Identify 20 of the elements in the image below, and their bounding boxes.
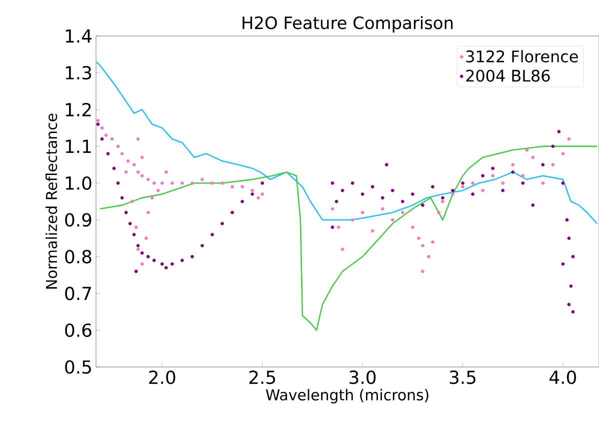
y-tick-label: 0.6 <box>65 323 92 337</box>
x-tick-label: 2.5 <box>249 370 276 384</box>
y-tick-label: 0.7 <box>65 286 91 300</box>
y-tick-label: 0.5 <box>65 360 91 374</box>
y-axis-title: Normalized Reflectance <box>46 114 58 289</box>
y-tick-label: 1.2 <box>66 102 91 116</box>
x-tick-label: 3.5 <box>450 370 476 384</box>
legend-label: 2004 BL86 <box>466 70 550 82</box>
y-tick-label: 1.3 <box>66 66 92 80</box>
y-tick-label: 0.8 <box>65 250 92 264</box>
y-tick-label: 1.4 <box>66 29 92 43</box>
y-tick-label: 1.0 <box>66 176 92 190</box>
x-tick-label: 3.0 <box>350 370 376 384</box>
x-tick-label: 4.0 <box>550 370 576 384</box>
chart-title: H2O Feature Comparison <box>242 16 453 32</box>
x-tick-label: 2.0 <box>149 370 176 384</box>
x-axis-title: Wavelength (microns) <box>266 388 428 404</box>
legend-label: 3122 Florence <box>466 50 578 62</box>
y-tick-label: 0.9 <box>65 213 92 227</box>
y-tick-label: 1.1 <box>66 140 91 153</box>
